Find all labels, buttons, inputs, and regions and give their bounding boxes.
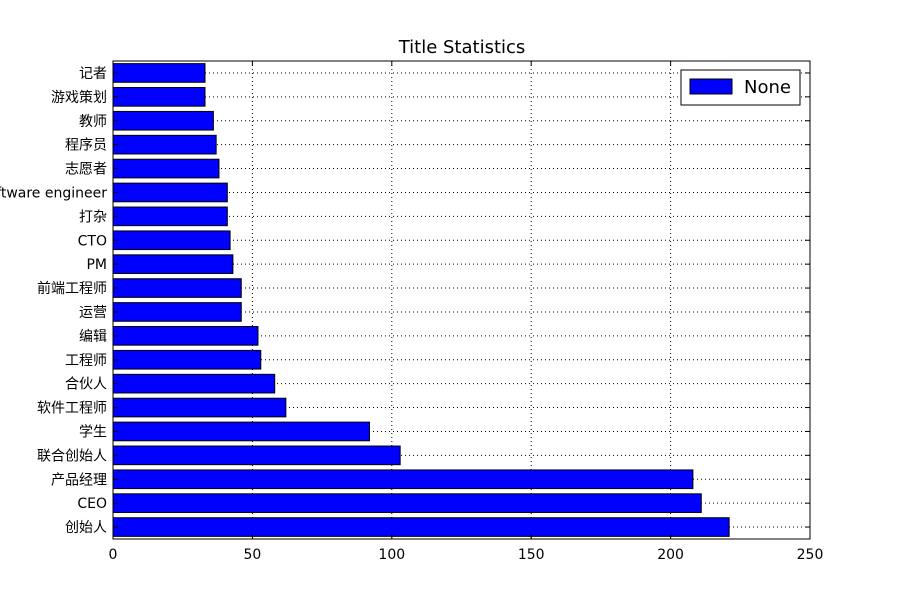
y-tick-label: 前端工程师: [37, 280, 107, 297]
bar: [112, 469, 694, 490]
bar: [112, 87, 206, 107]
bar: [112, 182, 228, 203]
bar: [112, 110, 214, 131]
bar: [112, 349, 262, 370]
bar: [112, 326, 259, 346]
y-tick-label: 软件工程师: [37, 401, 107, 417]
bars: [112, 63, 730, 537]
y-axis-ticks: 创始人 CEO 产品经理 联合创始人 学生 软件工程师 合伙人 工程师 编辑 运营 前端工程师 PM C…: [0, 66, 810, 536]
bar: [112, 206, 228, 227]
bar: [112, 517, 730, 537]
x-tick-label: 250: [797, 547, 824, 563]
x-tick-label: 150: [518, 547, 545, 563]
x-tick-label: 50: [243, 547, 261, 563]
x-tick-label: 100: [378, 547, 405, 563]
plot-area: [113, 61, 810, 539]
legend-label: None: [744, 77, 791, 98]
y-tick-label: 工程师: [65, 353, 107, 369]
y-tick-label: CTO: [78, 233, 107, 249]
x-axis-ticks: 0 50 100 150 200 250: [109, 61, 824, 563]
legend-swatch: [689, 78, 733, 95]
bar: [112, 254, 234, 274]
y-tick-label: PM: [86, 257, 107, 273]
y-tick-label: 合伙人: [65, 377, 107, 393]
y-tick-label: 志愿者: [65, 162, 107, 178]
bar: [112, 158, 220, 179]
y-tick-label: 编辑: [79, 329, 107, 345]
y-tick-label: software engineer: [0, 185, 107, 201]
bar: [112, 373, 276, 394]
y-tick-label: 运营: [79, 305, 107, 321]
bar: [112, 63, 206, 83]
bar: [112, 421, 370, 442]
y-tick-label: 打杂: [79, 208, 107, 225]
y-tick-label: 游戏策划: [51, 89, 107, 106]
plot-frame: [112, 60, 811, 540]
x-tick-label: 200: [657, 547, 684, 563]
bar: [112, 445, 401, 466]
y-tick-label: 产品经理: [51, 472, 107, 488]
bar: [112, 493, 702, 513]
y-tick-label: 程序员: [65, 138, 107, 154]
bar: [112, 134, 217, 155]
y-tick-label: 教师: [79, 114, 107, 130]
bar: [112, 397, 287, 418]
y-tick-label: 记者: [79, 66, 107, 82]
y-tick-label: 创始人: [65, 520, 107, 536]
bar: [112, 278, 242, 298]
bar: [112, 230, 231, 251]
chart-title: Title Statistics: [398, 37, 526, 58]
legend: None: [680, 69, 801, 106]
x-tick-label: 0: [109, 547, 118, 563]
bar: [112, 302, 242, 322]
y-tick-label: 学生: [79, 424, 107, 440]
y-tick-label: 联合创始人: [37, 448, 107, 464]
y-tick-label: CEO: [77, 496, 107, 512]
